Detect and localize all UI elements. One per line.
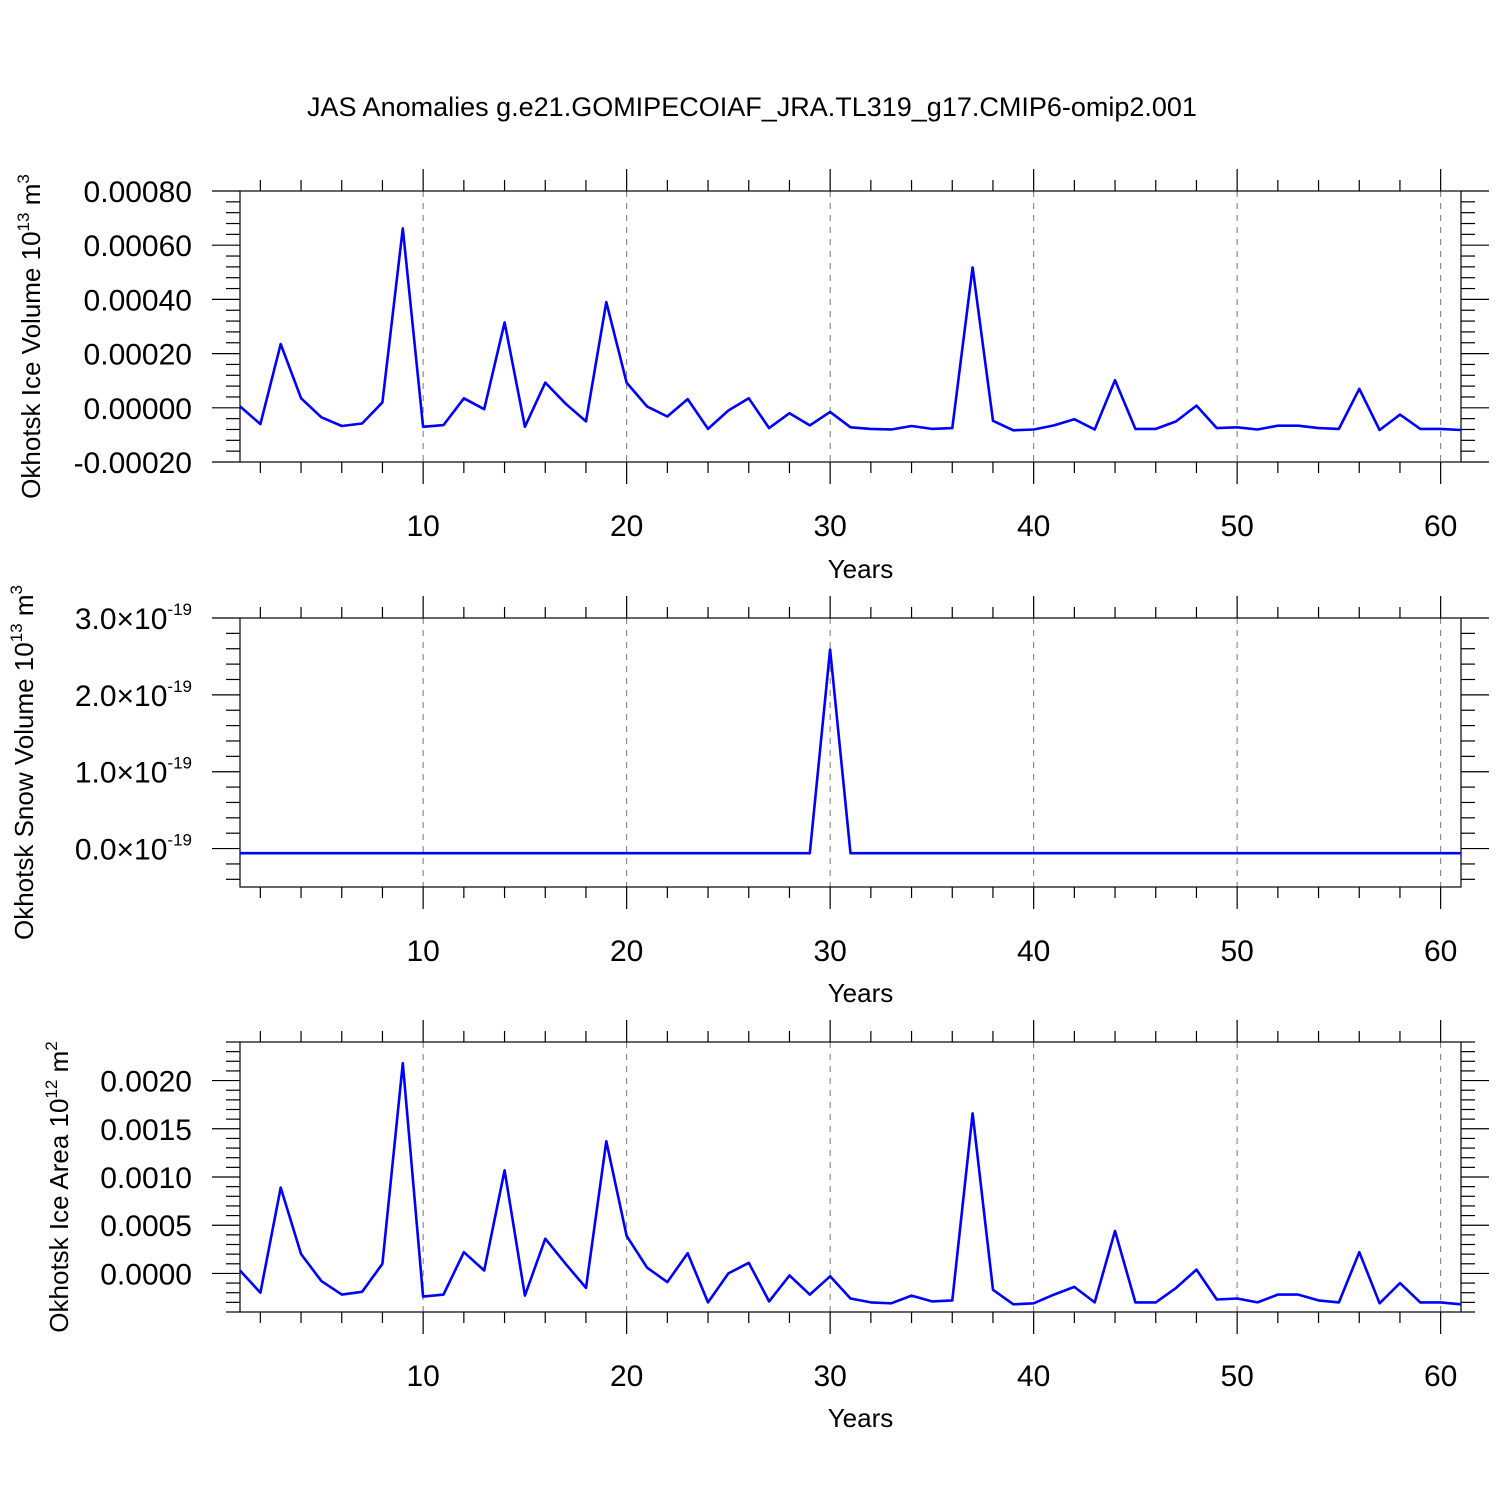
y-tick-mantissa: 0.0	[75, 834, 117, 867]
chart-panel-1: 10 20 30 40 50 60 -0.00020 0.00000 0.00020 0.0004…	[14, 169, 1489, 584]
y-tick-label: 0.0×10-19	[75, 831, 192, 867]
y-axis-label-text: Okhotsk Ice Volume 10	[16, 231, 46, 498]
y-tick-exponent: -19	[167, 677, 192, 696]
y-tick-mantissa: 3.0	[75, 603, 117, 636]
y-tick-label: 0.0015	[100, 1114, 192, 1147]
y-tick-label: 0.0020	[100, 1066, 192, 1099]
y-axis-label-unit-exponent: 3	[7, 585, 26, 594]
x-tick-label: 20	[610, 1360, 643, 1393]
x-tick-label: 60	[1424, 1360, 1457, 1393]
chart-panel-3: 10 20 30 40 50 60 0.0000 0.0005 0.0010 0.0015 0.00…	[42, 1020, 1489, 1433]
x-tick-label: 30	[813, 1360, 846, 1393]
x-tick-label: 60	[1424, 510, 1457, 543]
x-tick-label: 10	[406, 1360, 439, 1393]
y-tick-times: ×10	[117, 834, 168, 867]
x-tick-label: 50	[1220, 510, 1253, 543]
y-tick-times: ×10	[117, 757, 168, 790]
y-axis-label: Okhotsk Ice Area 1012 m2	[42, 1041, 74, 1332]
x-tick-label: 10	[406, 510, 439, 543]
y-axis-label-text: Okhotsk Ice Area 10	[44, 1099, 74, 1333]
y-tick-exponent: -19	[167, 831, 192, 850]
x-tick-label: 40	[1017, 510, 1050, 543]
x-tick-label: 40	[1017, 1360, 1050, 1393]
chart-title: JAS Anomalies g.e21.GOMIPECOIAF_JRA.TL31…	[307, 92, 1197, 122]
y-tick-label: 0.00000	[84, 393, 192, 426]
y-tick-mantissa: 1.0	[75, 757, 117, 790]
series-line	[239, 1061, 1462, 1306]
series-line	[240, 648, 1461, 855]
y-tick-label: 0.0005	[100, 1210, 192, 1243]
x-tick-label: 60	[1424, 935, 1457, 968]
x-tick-label: 20	[610, 935, 643, 968]
x-tick-label: 30	[813, 935, 846, 968]
x-axis-label: Years	[828, 1403, 894, 1433]
y-axis-label: Okhotsk Ice Volume 1013 m3	[14, 174, 46, 499]
y-axis-label-unit: m	[16, 184, 46, 213]
x-tick-label: 10	[406, 935, 439, 968]
panels: 10 20 30 40 50 60 -0.00020 0.00000 0.00020 0.0004…	[7, 169, 1489, 1433]
y-axis-label-unit-exponent: 3	[14, 174, 33, 183]
y-tick-label: -0.00020	[74, 447, 192, 480]
y-axis-label-exponent: 13	[7, 623, 26, 642]
y-axis-label-text: Okhotsk Snow Volume 10	[9, 642, 39, 940]
y-axis-label-unit: m	[44, 1051, 74, 1080]
x-axis-label: Years	[828, 978, 894, 1008]
y-axis-label-unit-exponent: 2	[42, 1041, 61, 1050]
x-tick-label: 20	[610, 510, 643, 543]
y-tick-exponent: -19	[167, 600, 192, 619]
y-tick-label: 0.0010	[100, 1162, 192, 1195]
series-line	[239, 227, 1462, 432]
y-tick-label: 0.00080	[84, 176, 192, 209]
y-tick-label: 0.00040	[84, 284, 192, 317]
x-tick-label: 40	[1017, 935, 1050, 968]
plot-frame	[239, 190, 1462, 463]
y-tick-times: ×10	[117, 680, 168, 713]
y-axis-label-unit: m	[9, 594, 39, 623]
y-tick-mantissa: 2.0	[75, 680, 117, 713]
x-tick-label: 30	[813, 510, 846, 543]
y-axis-label-exponent: 13	[14, 213, 33, 232]
y-tick-label: 0.0000	[100, 1258, 192, 1291]
y-tick-times: ×10	[117, 603, 168, 636]
x-axis-label: Years	[828, 554, 894, 584]
y-tick-label: 3.0×10-19	[75, 600, 192, 636]
x-tick-label: 50	[1220, 935, 1253, 968]
y-tick-label: 1.0×10-19	[75, 754, 192, 790]
y-tick-exponent: -19	[167, 754, 192, 773]
y-tick-label: 0.00020	[84, 339, 192, 372]
x-tick-label: 50	[1220, 1360, 1253, 1393]
y-axis-label-exponent: 12	[42, 1080, 61, 1099]
plot-frame	[239, 617, 1462, 888]
y-axis-label: Okhotsk Snow Volume 1013 m3	[7, 585, 39, 940]
y-tick-label: 2.0×10-19	[75, 677, 192, 713]
y-tick-label: 0.00060	[84, 230, 192, 263]
chart-panel-2: 10 20 30 40 50 600.0×10-191.0×10-192.0×10-193…	[7, 585, 1489, 1008]
